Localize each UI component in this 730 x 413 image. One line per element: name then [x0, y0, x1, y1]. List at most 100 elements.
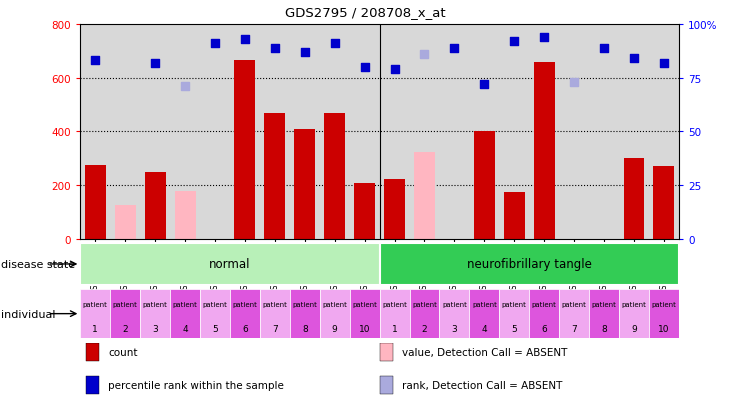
Text: individual: individual: [1, 309, 56, 319]
Text: 4: 4: [482, 324, 487, 333]
Point: [359, 64, 371, 71]
Text: 4: 4: [182, 324, 188, 333]
Text: 2: 2: [422, 324, 427, 333]
Text: 10: 10: [359, 324, 370, 333]
Text: patient: patient: [202, 301, 228, 307]
Text: 1: 1: [93, 324, 98, 333]
Bar: [499, 289, 529, 339]
Text: patient: patient: [142, 301, 168, 307]
Point: [419, 52, 431, 58]
Bar: [320, 289, 350, 339]
Text: GDS2795 / 208708_x_at: GDS2795 / 208708_x_at: [285, 6, 445, 19]
Bar: [380, 289, 410, 339]
Point: [89, 58, 101, 64]
Bar: [649, 289, 679, 339]
Text: 1: 1: [392, 324, 397, 333]
Point: [569, 79, 580, 86]
Point: [329, 41, 341, 47]
Text: patient: patient: [621, 301, 647, 307]
Text: 9: 9: [332, 324, 337, 333]
Point: [299, 50, 311, 56]
Text: patient: patient: [112, 301, 138, 307]
Point: [599, 45, 610, 52]
Bar: [529, 289, 559, 339]
Text: patient: patient: [442, 301, 467, 307]
Bar: [86, 343, 99, 361]
Bar: [140, 289, 170, 339]
Point: [149, 60, 161, 67]
Text: neurofibrillary tangle: neurofibrillary tangle: [466, 258, 592, 271]
Text: patient: patient: [502, 301, 527, 307]
Text: count: count: [109, 347, 138, 357]
Text: 5: 5: [212, 324, 218, 333]
Text: normal: normal: [210, 258, 250, 271]
Bar: [260, 289, 290, 339]
Point: [180, 84, 191, 90]
Bar: [294, 130, 315, 240]
Text: 3: 3: [153, 324, 158, 333]
Bar: [80, 289, 110, 339]
Bar: [354, 183, 375, 240]
Text: patient: patient: [352, 301, 377, 307]
Text: rank, Detection Call = ABSENT: rank, Detection Call = ABSENT: [402, 380, 562, 390]
Text: patient: patient: [591, 301, 617, 307]
Text: patient: patient: [232, 301, 258, 307]
Point: [539, 34, 550, 41]
Bar: [234, 61, 256, 240]
Bar: [200, 289, 230, 339]
Bar: [86, 376, 99, 394]
Bar: [469, 289, 499, 339]
Bar: [324, 113, 345, 240]
Point: [448, 45, 461, 52]
Point: [658, 60, 670, 67]
Text: patient: patient: [651, 301, 677, 307]
Bar: [474, 132, 495, 240]
Bar: [623, 159, 645, 240]
Text: patient: patient: [382, 301, 407, 307]
Point: [629, 56, 640, 62]
Bar: [264, 113, 285, 240]
Bar: [290, 289, 320, 339]
Text: 10: 10: [658, 324, 669, 333]
Bar: [115, 206, 136, 240]
Point: [509, 39, 520, 45]
Bar: [589, 289, 619, 339]
Bar: [80, 244, 380, 285]
Point: [239, 36, 251, 43]
Text: 9: 9: [631, 324, 637, 333]
Text: patient: patient: [322, 301, 347, 307]
Bar: [534, 62, 555, 240]
Text: 5: 5: [512, 324, 517, 333]
Text: patient: patient: [292, 301, 318, 307]
Bar: [653, 167, 675, 240]
Text: patient: patient: [82, 301, 108, 307]
Point: [479, 82, 491, 88]
Point: [210, 41, 221, 47]
Bar: [230, 289, 260, 339]
Text: 8: 8: [602, 324, 607, 333]
Bar: [174, 191, 196, 240]
Point: [269, 45, 281, 52]
Bar: [439, 289, 469, 339]
Text: value, Detection Call = ABSENT: value, Detection Call = ABSENT: [402, 347, 567, 357]
Text: patient: patient: [262, 301, 288, 307]
Bar: [504, 192, 525, 240]
Point: [389, 66, 401, 73]
Text: patient: patient: [531, 301, 557, 307]
Bar: [110, 289, 140, 339]
Bar: [559, 289, 589, 339]
Bar: [619, 289, 649, 339]
Text: patient: patient: [412, 301, 437, 307]
Bar: [170, 289, 200, 339]
Text: 7: 7: [572, 324, 577, 333]
Bar: [414, 152, 435, 240]
Bar: [380, 244, 679, 285]
Text: disease state: disease state: [1, 259, 76, 269]
Text: 8: 8: [302, 324, 307, 333]
Text: 2: 2: [123, 324, 128, 333]
Bar: [145, 173, 166, 240]
Text: patient: patient: [172, 301, 198, 307]
Bar: [85, 166, 106, 240]
Bar: [380, 376, 393, 394]
Bar: [380, 343, 393, 361]
